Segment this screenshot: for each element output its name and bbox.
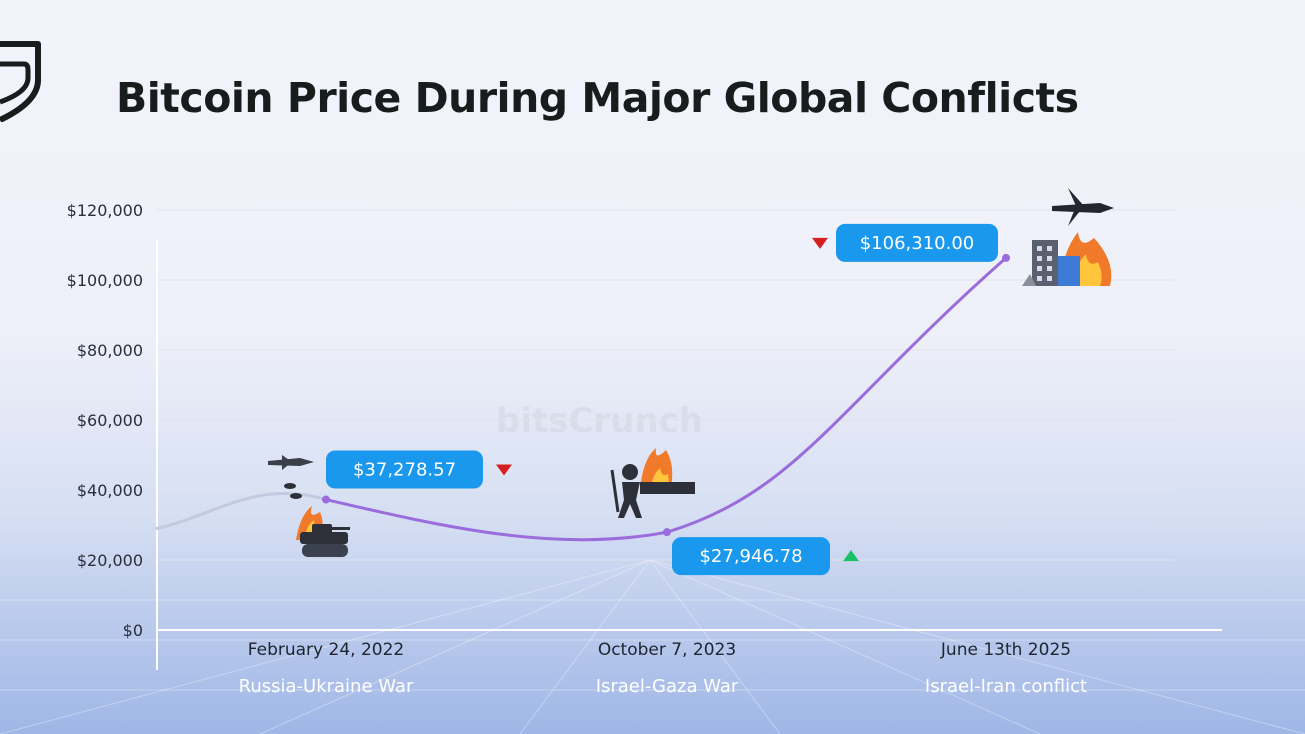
value-labels: $37,278.57 $27,946.78 $106,310.00 bbox=[326, 223, 998, 576]
rifle-shape bbox=[610, 469, 620, 513]
x-tick-date: June 13th 2025 bbox=[940, 640, 1071, 660]
x-tick-date: October 7, 2023 bbox=[598, 640, 736, 660]
page-title: Bitcoin Price During Major Global Confli… bbox=[116, 74, 1079, 122]
price-line-leadin bbox=[155, 491, 328, 530]
value-pill-label: $37,278.57 bbox=[353, 460, 456, 481]
building-window bbox=[1047, 256, 1052, 261]
grid-lines bbox=[157, 209, 1175, 561]
tank-hull bbox=[300, 532, 348, 544]
building-shape bbox=[1058, 256, 1080, 286]
value-pill: $27,946.78 bbox=[672, 537, 830, 576]
value-pill-bg bbox=[836, 223, 998, 262]
y-tick-label: $40,000 bbox=[77, 481, 143, 500]
rubble-shape bbox=[1022, 274, 1036, 286]
tank-tracks bbox=[302, 544, 348, 557]
brand-shield-logo bbox=[0, 41, 41, 122]
value-pill-label: $27,946.78 bbox=[699, 546, 802, 567]
bomb-shape bbox=[284, 483, 296, 489]
price-line-main bbox=[324, 256, 1008, 542]
value-pill-bg bbox=[672, 537, 830, 576]
soldier-head bbox=[622, 464, 638, 480]
y-tick-label: $80,000 bbox=[77, 341, 143, 360]
y-tick-label: $120,000 bbox=[67, 201, 143, 220]
city-rubble bbox=[640, 482, 695, 494]
axes: $0 $20,000 $40,000 $60,000 $80,000 $100,000 $1… bbox=[67, 201, 1222, 697]
building-window bbox=[1047, 276, 1052, 281]
x-tick-event: Israel-Iran conflict bbox=[925, 676, 1087, 697]
building-shape bbox=[1032, 240, 1058, 286]
bomb-shape bbox=[290, 493, 302, 499]
trend-up-icon bbox=[843, 550, 859, 562]
fighter-jet-shape bbox=[1052, 188, 1114, 226]
price-line bbox=[155, 253, 1010, 542]
building-window bbox=[1047, 266, 1052, 271]
data-point bbox=[322, 495, 330, 504]
x-tick-event: Israel-Gaza War bbox=[596, 676, 739, 697]
value-pill-bg bbox=[326, 450, 483, 489]
y-tick-label: $0 bbox=[123, 621, 143, 640]
data-point bbox=[1002, 253, 1010, 262]
x-tick-event: Russia-Ukraine War bbox=[239, 676, 414, 697]
y-tick-label: $60,000 bbox=[77, 411, 143, 430]
trend-down-icon bbox=[812, 237, 828, 249]
building-window bbox=[1037, 276, 1042, 281]
watermark-text: bitsCrunch bbox=[496, 401, 703, 441]
data-point bbox=[663, 528, 671, 537]
tank-turret bbox=[312, 524, 332, 534]
fighter-jet-shape bbox=[268, 455, 314, 470]
tank-fighter-jet-icon bbox=[268, 455, 350, 557]
jet-building-fire-icon bbox=[1022, 188, 1114, 286]
y-tick-label: $100,000 bbox=[67, 271, 143, 290]
building-window bbox=[1037, 266, 1042, 271]
value-pill: $106,310.00 bbox=[836, 223, 998, 262]
building-window bbox=[1037, 256, 1042, 261]
soldier-body bbox=[618, 482, 642, 518]
soldier-city-fire-icon bbox=[610, 448, 695, 518]
tank-barrel bbox=[330, 527, 350, 530]
value-pill: $37,278.57 bbox=[326, 450, 483, 489]
trend-down-icon bbox=[496, 464, 512, 476]
value-pill-label: $106,310.00 bbox=[860, 233, 975, 254]
building-window bbox=[1037, 246, 1042, 251]
conflict-icons bbox=[268, 188, 1114, 557]
x-tick-date: February 24, 2022 bbox=[248, 640, 404, 660]
y-tick-label: $20,000 bbox=[77, 551, 143, 570]
building-window bbox=[1047, 246, 1052, 251]
